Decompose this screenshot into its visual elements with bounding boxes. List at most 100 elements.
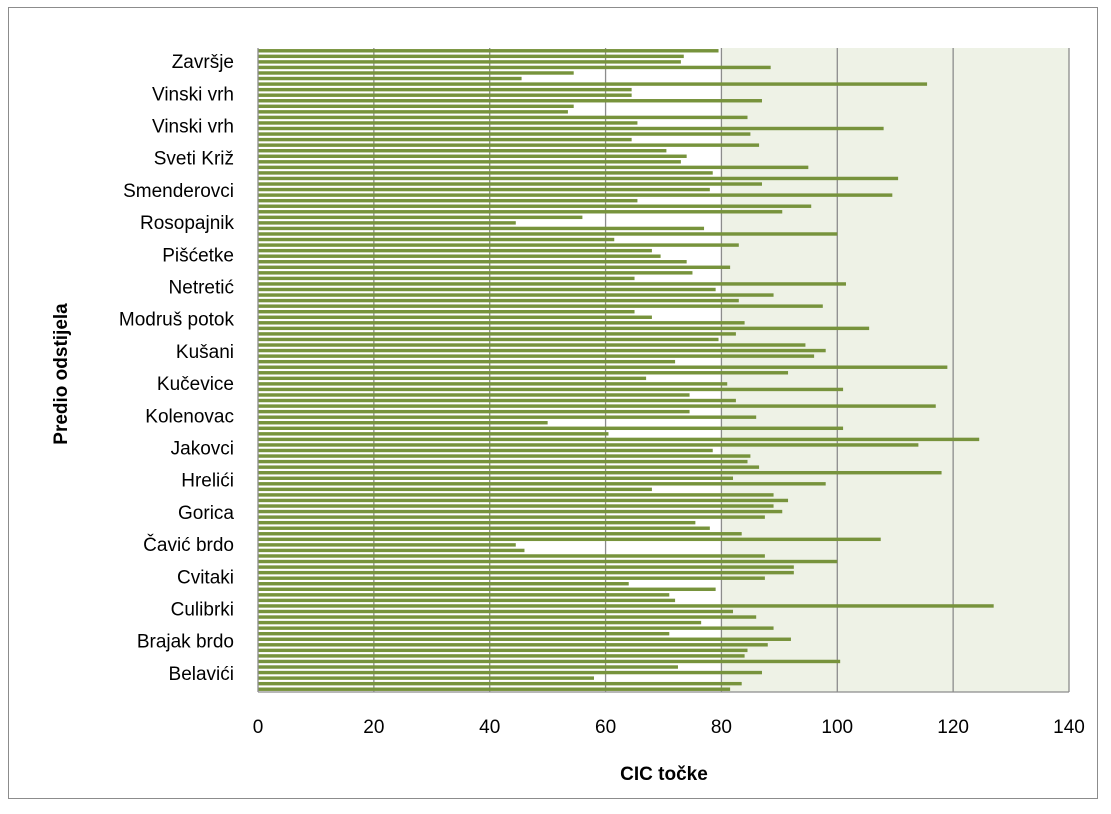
bar xyxy=(258,226,705,231)
bar xyxy=(258,609,734,614)
bar xyxy=(258,482,826,486)
x-tick-label: 120 xyxy=(937,717,969,738)
x-tick-label: 140 xyxy=(1053,717,1085,738)
y-category-labels: Belavići Brajak brdo Culibrki Cvitaki Čavić … xyxy=(119,52,235,685)
bar xyxy=(258,620,702,625)
bar xyxy=(258,509,783,514)
bar xyxy=(258,643,768,647)
bar xyxy=(258,670,762,675)
bar xyxy=(258,681,742,686)
bar xyxy=(258,409,690,414)
bar xyxy=(258,604,994,608)
x-tick-label: 40 xyxy=(479,717,500,738)
bar xyxy=(258,565,794,569)
bar xyxy=(258,559,838,564)
bar xyxy=(258,304,823,308)
bar xyxy=(258,132,751,136)
bar xyxy=(258,154,687,158)
bar xyxy=(258,498,789,503)
y-axis-title: Predio odstijela xyxy=(51,303,72,445)
bar xyxy=(258,476,734,480)
y-category-label: Vinski vrh xyxy=(152,84,234,105)
bar xyxy=(258,76,522,81)
y-category-label: Čavić brdo xyxy=(143,534,234,556)
x-axis-title: CIC točke xyxy=(620,764,708,785)
bar xyxy=(258,459,748,464)
y-category-label: Gorica xyxy=(178,503,234,524)
bar xyxy=(258,210,783,214)
bar xyxy=(258,637,791,641)
bar xyxy=(258,587,716,592)
x-tick-label: 100 xyxy=(821,717,853,738)
bar xyxy=(258,626,774,630)
bar xyxy=(258,293,774,297)
bar xyxy=(258,387,844,392)
bar xyxy=(258,165,809,170)
y-category-label: Sveti Križ xyxy=(154,149,234,170)
y-category-label: Hrelići xyxy=(181,471,234,492)
x-tick-label: 60 xyxy=(595,717,616,738)
bar xyxy=(258,393,690,397)
y-category-label: Kučevice xyxy=(157,374,234,395)
bar xyxy=(258,631,670,636)
y-category-label: Culibrki xyxy=(171,600,234,621)
y-category-label: Belavići xyxy=(169,664,234,685)
bar xyxy=(258,354,815,358)
bar xyxy=(258,532,742,536)
x-tick-label: 0 xyxy=(253,717,264,738)
bar xyxy=(258,182,762,186)
bar xyxy=(258,137,632,142)
bar xyxy=(258,271,693,275)
bar xyxy=(258,454,751,458)
y-category-label: Jakovci xyxy=(171,439,234,460)
bar xyxy=(258,221,516,225)
y-category-label: Netretić xyxy=(169,278,234,299)
bar xyxy=(258,237,615,242)
bar xyxy=(258,193,893,197)
x-tick-label: 80 xyxy=(711,717,732,738)
bar xyxy=(258,99,762,103)
bar xyxy=(258,676,594,680)
bar xyxy=(258,49,719,53)
bar xyxy=(258,348,826,353)
bar xyxy=(258,404,936,408)
bar xyxy=(258,504,774,508)
bar xyxy=(258,260,687,264)
bar xyxy=(258,93,632,97)
bar xyxy=(258,298,739,303)
bar xyxy=(258,426,844,431)
bar xyxy=(258,665,678,669)
y-category-label: Pišćetke xyxy=(162,245,234,266)
bar xyxy=(258,71,574,75)
bar xyxy=(258,337,719,342)
bar xyxy=(258,465,760,469)
bar xyxy=(258,215,583,220)
bar xyxy=(258,448,713,453)
bar xyxy=(258,204,812,208)
bar xyxy=(258,543,516,547)
bar xyxy=(258,687,731,691)
plot-background-right xyxy=(721,48,1069,692)
bar xyxy=(258,232,838,236)
y-category-label: Smenderovci xyxy=(123,181,234,202)
bar xyxy=(258,82,928,86)
bar xyxy=(258,470,942,475)
bar xyxy=(258,487,652,492)
bar xyxy=(258,54,684,59)
bar xyxy=(258,126,884,131)
bar xyxy=(258,321,745,325)
bar xyxy=(258,582,629,586)
bar-series xyxy=(258,49,994,691)
bar xyxy=(258,143,760,147)
bar xyxy=(258,598,676,603)
bar xyxy=(258,415,757,419)
bar xyxy=(258,421,548,425)
bar xyxy=(258,60,681,64)
bar xyxy=(258,437,980,442)
bar xyxy=(258,265,731,270)
bar xyxy=(258,648,748,653)
bar xyxy=(258,526,710,530)
bar xyxy=(258,359,676,364)
bar xyxy=(258,121,638,125)
